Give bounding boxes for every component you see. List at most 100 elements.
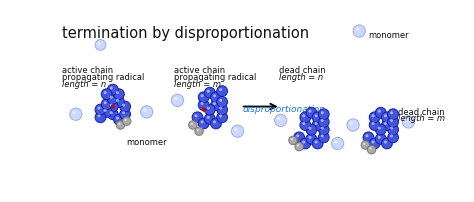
Circle shape <box>296 135 299 138</box>
Circle shape <box>372 122 374 125</box>
Circle shape <box>378 110 381 113</box>
Circle shape <box>116 121 125 130</box>
Circle shape <box>171 95 183 107</box>
Circle shape <box>365 135 368 138</box>
Circle shape <box>217 86 228 97</box>
Circle shape <box>378 136 381 139</box>
Circle shape <box>207 107 210 110</box>
Circle shape <box>302 141 305 144</box>
Circle shape <box>300 120 310 131</box>
Text: length = n: length = n <box>279 73 323 81</box>
Circle shape <box>73 111 76 115</box>
Circle shape <box>122 104 125 107</box>
Text: length = n: length = n <box>62 79 106 88</box>
Circle shape <box>174 97 177 101</box>
Circle shape <box>390 127 393 130</box>
Text: termination by disproportionation: termination by disproportionation <box>62 26 309 41</box>
Circle shape <box>274 115 287 127</box>
Text: monomer: monomer <box>368 30 409 39</box>
Circle shape <box>122 117 131 126</box>
Circle shape <box>309 127 311 130</box>
Circle shape <box>390 135 393 138</box>
Circle shape <box>388 132 399 143</box>
Circle shape <box>201 121 204 124</box>
Circle shape <box>108 94 118 105</box>
Circle shape <box>95 105 106 115</box>
Text: active chain: active chain <box>62 66 113 75</box>
Circle shape <box>353 26 365 38</box>
Circle shape <box>189 121 197 130</box>
Circle shape <box>369 112 380 123</box>
Circle shape <box>277 117 281 121</box>
Circle shape <box>114 89 124 100</box>
Circle shape <box>219 89 222 92</box>
Circle shape <box>202 108 205 112</box>
Circle shape <box>194 115 198 118</box>
Circle shape <box>363 132 374 143</box>
Circle shape <box>210 119 221 129</box>
Circle shape <box>382 120 392 131</box>
Circle shape <box>372 141 374 144</box>
Circle shape <box>207 116 210 119</box>
Circle shape <box>375 108 386 119</box>
Circle shape <box>110 87 113 90</box>
Circle shape <box>291 138 293 141</box>
Circle shape <box>207 90 210 93</box>
Circle shape <box>312 138 323 149</box>
Circle shape <box>219 99 222 102</box>
Circle shape <box>198 93 209 103</box>
Circle shape <box>101 107 112 118</box>
Circle shape <box>217 97 228 108</box>
Text: length = m: length = m <box>174 79 221 88</box>
Circle shape <box>312 120 323 131</box>
Circle shape <box>101 89 112 100</box>
Circle shape <box>204 88 215 99</box>
Circle shape <box>388 109 399 120</box>
Circle shape <box>388 117 399 128</box>
Text: disproportionation: disproportionation <box>243 104 326 113</box>
Circle shape <box>114 97 124 108</box>
Circle shape <box>217 112 228 123</box>
Circle shape <box>210 100 221 111</box>
Circle shape <box>300 138 310 149</box>
Circle shape <box>363 143 365 145</box>
Circle shape <box>382 138 392 149</box>
Circle shape <box>198 119 209 129</box>
Circle shape <box>300 112 310 123</box>
Circle shape <box>110 104 113 107</box>
Circle shape <box>369 138 380 149</box>
Circle shape <box>111 105 115 109</box>
Circle shape <box>309 110 311 113</box>
Circle shape <box>315 141 318 144</box>
Circle shape <box>198 100 209 111</box>
Circle shape <box>321 119 324 122</box>
Circle shape <box>350 122 353 125</box>
Circle shape <box>108 109 118 120</box>
Circle shape <box>375 125 386 135</box>
Circle shape <box>219 115 222 118</box>
Circle shape <box>108 102 118 112</box>
Circle shape <box>118 123 120 125</box>
Circle shape <box>321 135 324 138</box>
Text: active chain: active chain <box>174 66 226 75</box>
Circle shape <box>219 107 222 110</box>
Circle shape <box>319 117 329 128</box>
Circle shape <box>140 106 153 119</box>
Circle shape <box>319 125 329 135</box>
Circle shape <box>116 99 119 102</box>
Circle shape <box>110 96 113 99</box>
Circle shape <box>405 119 409 122</box>
Circle shape <box>367 146 376 154</box>
Circle shape <box>295 143 303 151</box>
Circle shape <box>390 112 393 115</box>
Text: propagating radical: propagating radical <box>174 73 257 81</box>
Circle shape <box>384 122 387 125</box>
Circle shape <box>315 122 318 125</box>
Circle shape <box>204 105 215 115</box>
Circle shape <box>192 112 203 123</box>
Circle shape <box>231 125 244 138</box>
Circle shape <box>191 123 193 125</box>
Circle shape <box>369 120 380 131</box>
Circle shape <box>98 43 100 46</box>
Text: dead chain: dead chain <box>279 66 326 75</box>
